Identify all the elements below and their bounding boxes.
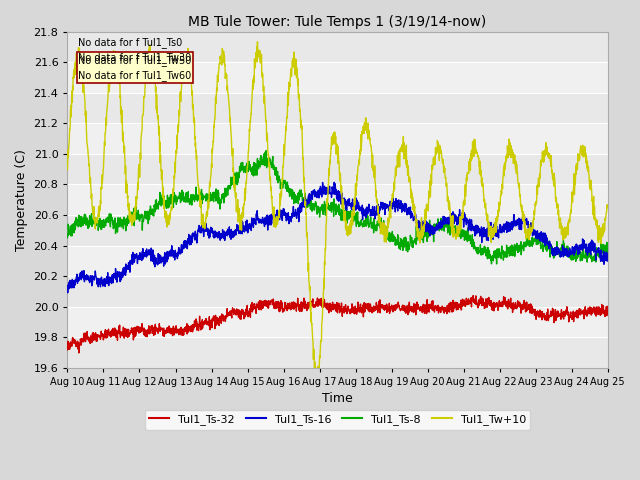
Bar xyxy=(67,276,608,307)
Bar xyxy=(67,307,608,337)
Text: No data for f Tul1_Tw50: No data for f Tul1_Tw50 xyxy=(78,55,191,66)
Bar xyxy=(67,246,608,276)
Y-axis label: Temperature (C): Temperature (C) xyxy=(15,149,28,251)
Bar xyxy=(67,93,608,123)
Legend: Tul1_Ts-32, Tul1_Ts-16, Tul1_Ts-8, Tul1_Tw+10: Tul1_Ts-32, Tul1_Ts-16, Tul1_Ts-8, Tul1_… xyxy=(145,410,531,430)
Bar xyxy=(67,337,608,368)
Text: No data for f Tul1_Tw30: No data for f Tul1_Tw30 xyxy=(78,52,191,62)
Bar xyxy=(67,32,608,62)
Bar xyxy=(67,154,608,184)
X-axis label: Time: Time xyxy=(322,393,353,406)
Bar xyxy=(77,52,193,83)
Bar xyxy=(67,184,608,215)
Bar xyxy=(67,123,608,154)
Text: No data for f Tul1_Tw60: No data for f Tul1_Tw60 xyxy=(78,70,191,81)
Bar xyxy=(67,215,608,246)
Text: No data for f Tul1_Ts0: No data for f Tul1_Ts0 xyxy=(78,36,182,48)
Title: MB Tule Tower: Tule Temps 1 (3/19/14-now): MB Tule Tower: Tule Temps 1 (3/19/14-now… xyxy=(188,15,486,29)
Bar xyxy=(67,62,608,93)
